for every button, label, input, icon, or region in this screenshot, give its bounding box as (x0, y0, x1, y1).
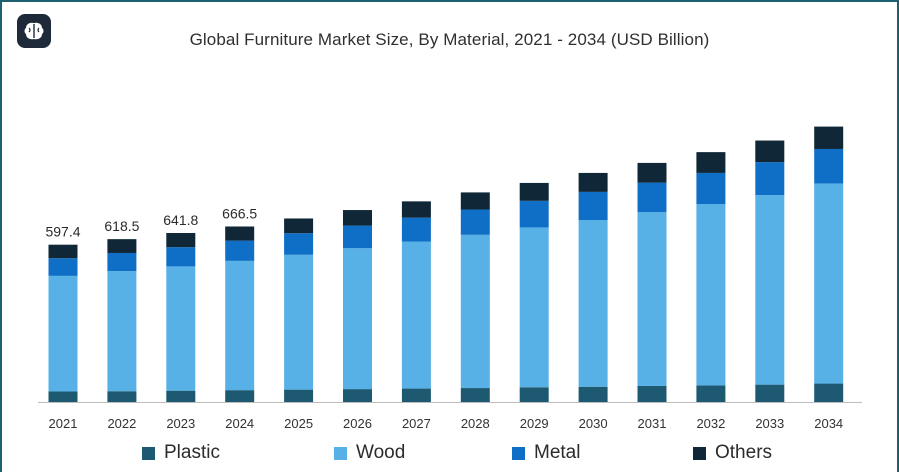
legend-item-plastic: Plastic (142, 442, 220, 464)
x-tick-label: 2034 (814, 416, 843, 431)
x-tick-label: 2025 (284, 416, 313, 431)
bar-metal-2023 (166, 247, 196, 267)
bar-metal-2022 (107, 252, 137, 272)
bar-others-2033 (755, 140, 785, 163)
legend-item-others: Others (693, 442, 772, 464)
bar-plastic-2032 (696, 385, 726, 402)
bar-others-2027 (401, 201, 431, 218)
bar-metal-2027 (401, 217, 431, 242)
bar-metal-2033 (755, 162, 785, 196)
legend-swatch-plastic (142, 446, 155, 460)
brain-logo-icon (17, 14, 51, 48)
bar-metal-2032 (696, 172, 726, 204)
legend-item-wood: Wood (334, 442, 405, 464)
bar-wood-2025 (284, 254, 314, 390)
legend-swatch-metal (512, 446, 525, 460)
bar-others-2031 (637, 162, 667, 183)
x-tick-label: 2027 (402, 416, 431, 431)
bar-metal-2021 (48, 258, 78, 276)
bar-plastic-2031 (637, 385, 667, 402)
total-data-label: 597.4 (45, 224, 80, 240)
bar-plastic-2024 (225, 390, 255, 402)
x-tick-label: 2023 (166, 416, 195, 431)
total-data-label: 618.5 (104, 218, 139, 234)
bar-others-2030 (578, 172, 608, 192)
bar-others-2029 (519, 182, 549, 201)
x-tick-label: 2021 (49, 416, 78, 431)
bar-wood-2028 (460, 234, 490, 389)
bar-wood-2024 (225, 260, 255, 391)
bar-wood-2022 (107, 271, 137, 392)
bar-metal-2028 (460, 209, 490, 235)
bar-plastic-2023 (166, 390, 196, 402)
bar-wood-2021 (48, 275, 78, 392)
bar-plastic-2028 (460, 388, 490, 402)
x-tick-label: 2030 (579, 416, 608, 431)
bar-others-2025 (284, 218, 314, 234)
chart-legend: Plastic Wood Metal Others (0, 438, 899, 468)
x-tick-label: 2029 (520, 416, 549, 431)
bar-wood-2033 (755, 195, 785, 385)
x-tick-label: 2028 (461, 416, 490, 431)
bar-others-2023 (166, 233, 196, 248)
bar-metal-2026 (343, 225, 372, 249)
bar-others-2026 (343, 210, 372, 226)
legend-swatch-others (693, 446, 706, 460)
bar-metal-2024 (225, 240, 255, 261)
bar-plastic-2034 (814, 383, 844, 402)
bar-metal-2029 (519, 200, 549, 228)
chart-title: Global Furniture Market Size, By Materia… (189, 30, 710, 49)
bar-wood-2034 (814, 183, 844, 384)
bar-plastic-2030 (578, 386, 608, 402)
bar-plastic-2025 (284, 389, 314, 402)
legend-swatch-wood (334, 446, 347, 460)
bar-wood-2026 (343, 248, 372, 390)
bar-others-2024 (225, 226, 255, 241)
x-tick-label: 2022 (107, 416, 136, 431)
bar-others-2034 (814, 126, 844, 149)
x-tick-label: 2024 (225, 416, 254, 431)
total-data-label: 666.5 (222, 206, 257, 222)
bar-plastic-2027 (401, 388, 431, 402)
legend-label-plastic: Plastic (164, 442, 220, 463)
legend-item-metal: Metal (512, 442, 580, 464)
bar-metal-2030 (578, 191, 608, 221)
bar-plastic-2033 (755, 384, 785, 402)
bar-wood-2031 (637, 212, 667, 386)
bar-others-2032 (696, 152, 726, 173)
legend-label-others: Others (715, 442, 773, 463)
legend-label-metal: Metal (534, 442, 581, 463)
x-tick-label: 2026 (343, 416, 372, 431)
bar-others-2028 (460, 192, 490, 210)
legend-label-wood: Wood (356, 442, 406, 463)
bar-plastic-2029 (519, 387, 549, 402)
bar-others-2022 (107, 239, 137, 253)
bar-wood-2029 (519, 227, 549, 388)
bar-metal-2034 (814, 148, 844, 184)
x-tick-label: 2032 (696, 416, 725, 431)
bar-wood-2027 (401, 241, 431, 389)
bar-wood-2023 (166, 266, 196, 391)
total-data-label: 641.8 (163, 212, 198, 228)
bar-metal-2025 (284, 233, 314, 255)
bar-wood-2032 (696, 204, 726, 386)
bar-others-2021 (48, 244, 78, 259)
bar-plastic-2022 (107, 391, 137, 402)
x-tick-label: 2033 (755, 416, 784, 431)
bar-wood-2030 (578, 220, 608, 387)
bar-plastic-2026 (343, 389, 372, 402)
x-tick-label: 2031 (638, 416, 667, 431)
bar-plastic-2021 (48, 391, 78, 402)
bar-metal-2031 (637, 182, 667, 213)
